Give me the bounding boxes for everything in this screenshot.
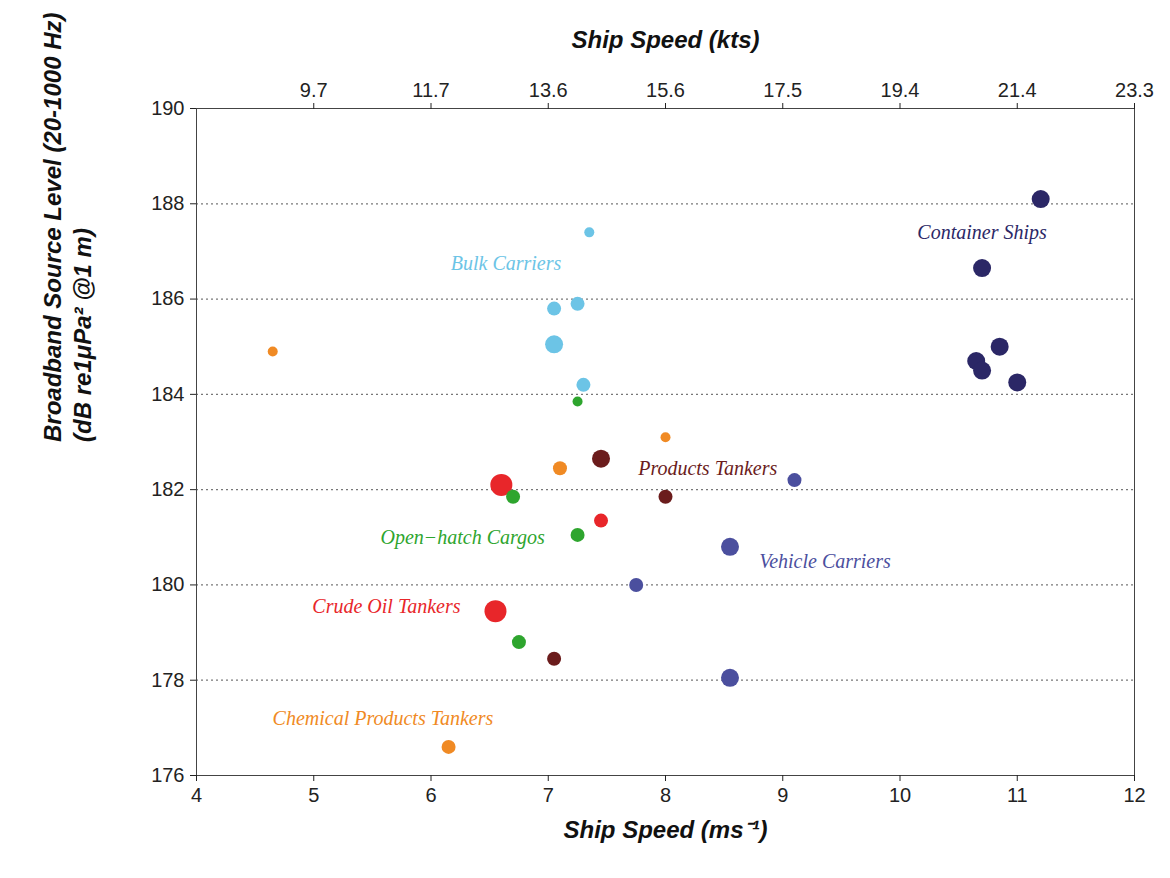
- svg-text:Bulk Carriers: Bulk Carriers: [451, 252, 562, 274]
- svg-text:Ship Speed (kts): Ship Speed (kts): [571, 26, 759, 53]
- svg-text:10: 10: [889, 784, 911, 806]
- svg-text:176: 176: [151, 764, 184, 786]
- svg-text:11: 11: [1007, 784, 1028, 806]
- svg-text:9: 9: [777, 784, 788, 806]
- svg-text:Open−hatch Cargos: Open−hatch Cargos: [380, 526, 545, 549]
- svg-text:23.3: 23.3: [1115, 79, 1154, 101]
- svg-text:Chemical Products Tankers: Chemical Products Tankers: [273, 707, 494, 729]
- svg-text:6: 6: [425, 784, 436, 806]
- svg-text:180: 180: [151, 573, 184, 595]
- svg-text:188: 188: [151, 192, 184, 214]
- svg-text:Ship Speed (ms⁻¹): Ship Speed (ms⁻¹): [563, 816, 767, 843]
- svg-text:8: 8: [660, 784, 671, 806]
- svg-text:9.7: 9.7: [300, 79, 328, 101]
- svg-text:Crude Oil Tankers: Crude Oil Tankers: [312, 595, 460, 617]
- svg-text:Container Ships: Container Ships: [917, 221, 1047, 244]
- svg-text:13.6: 13.6: [529, 79, 568, 101]
- svg-text:Vehicle Carriers: Vehicle Carriers: [759, 550, 891, 572]
- svg-text:12: 12: [1123, 784, 1145, 806]
- svg-text:184: 184: [151, 383, 184, 405]
- svg-text:Broadband Source Level (20-100: Broadband Source Level (20-1000 Hz)(dB r…: [39, 13, 96, 442]
- svg-text:11.7: 11.7: [412, 79, 449, 101]
- svg-text:182: 182: [151, 478, 184, 500]
- svg-text:Products Tankers: Products Tankers: [637, 457, 777, 479]
- svg-text:178: 178: [151, 669, 184, 691]
- svg-text:4: 4: [191, 784, 202, 806]
- svg-text:17.5: 17.5: [763, 79, 802, 101]
- svg-text:19.4: 19.4: [881, 79, 920, 101]
- svg-text:7: 7: [543, 784, 554, 806]
- svg-text:15.6: 15.6: [646, 79, 685, 101]
- svg-text:186: 186: [151, 287, 184, 309]
- svg-text:190: 190: [151, 97, 184, 119]
- svg-text:21.4: 21.4: [998, 79, 1037, 101]
- svg-text:5: 5: [308, 784, 319, 806]
